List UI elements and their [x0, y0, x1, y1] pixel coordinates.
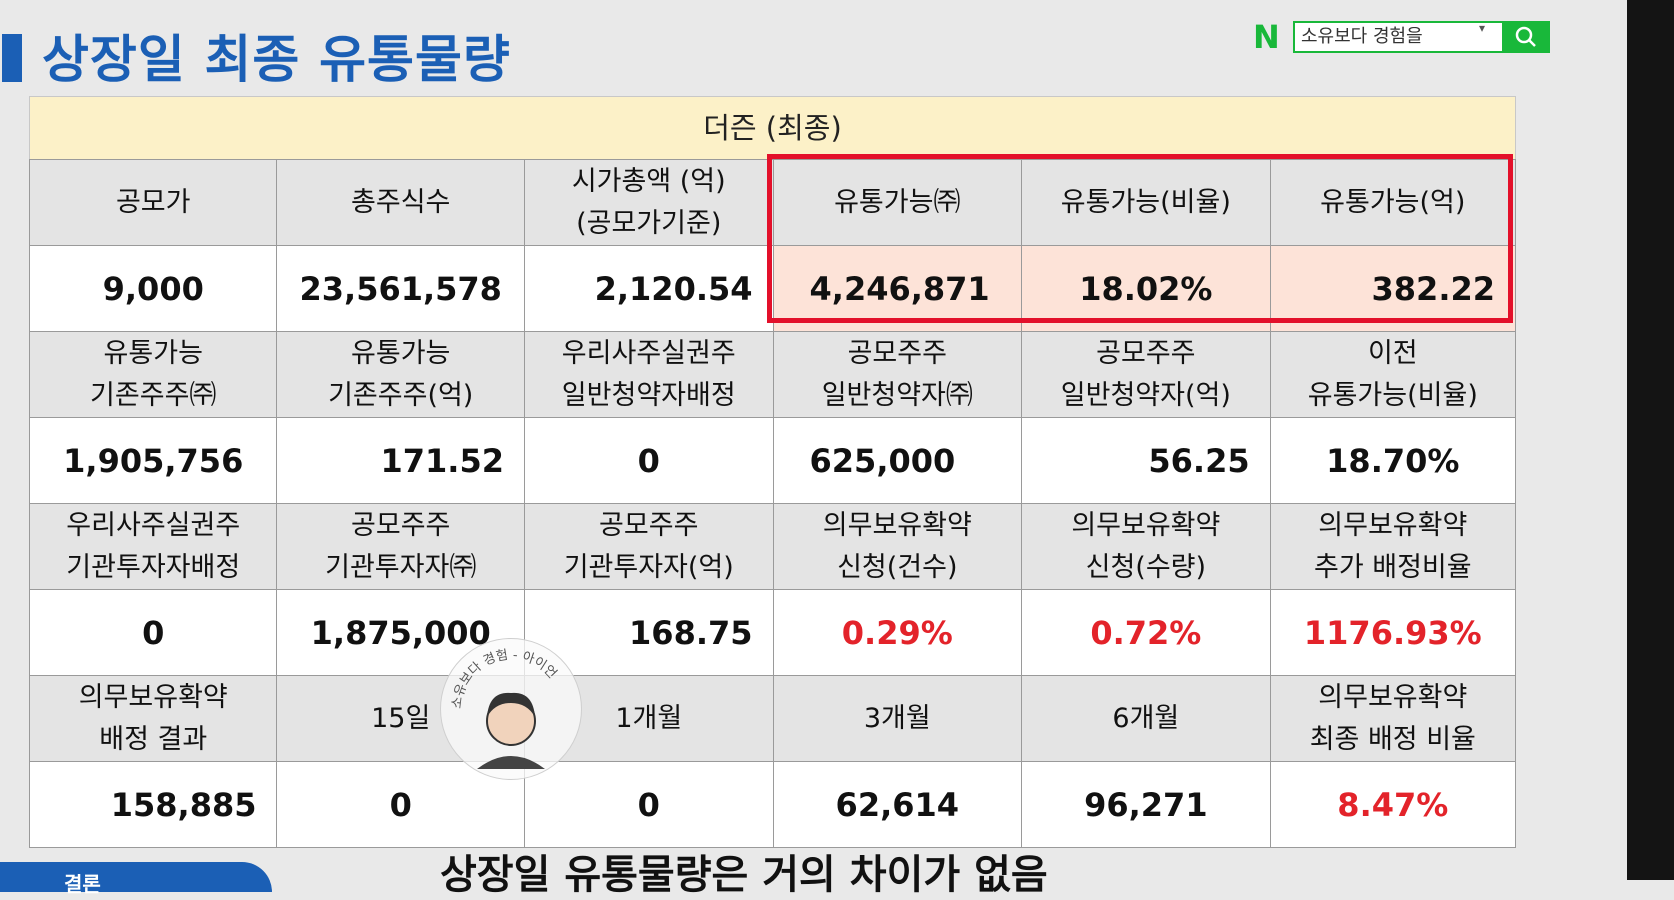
label-cell: 공모주주 일반청약자㈜	[772, 331, 1023, 418]
value-cell: 171.52	[276, 417, 525, 504]
naver-logo-icon: N	[1253, 18, 1280, 56]
value-cell: 18.70%	[1269, 417, 1517, 504]
label-cell: 유통가능(억)	[1269, 159, 1517, 246]
label-row: 의무보유확약 배정 결과 15일 1개월 3개월 6개월 의무보유확약 최종 배정 비율	[28, 675, 1517, 762]
label-cell: 이전 유통가능(비율)	[1269, 331, 1517, 418]
label-cell: 의무보유확약 배정 결과	[28, 675, 278, 762]
value-cell: 158,885	[28, 761, 278, 848]
label-cell: 유통가능㈜	[772, 159, 1023, 246]
value-cell: 1176.93%	[1269, 589, 1517, 676]
value-cell: 382.22	[1269, 245, 1517, 332]
dropdown-caret-icon[interactable]: ▾	[1479, 21, 1486, 35]
caption: 상장일 유통물량은 거의 차이가 없음	[440, 852, 1048, 898]
table-header: 더즌 (최종)	[29, 96, 1516, 159]
search-button[interactable]	[1502, 21, 1550, 53]
page-title: 상장일 최종 유통물량	[42, 31, 511, 90]
watermark-avatar: 소유보다 경험 - 아이언	[440, 638, 582, 780]
value-cell: 23,561,578	[276, 245, 525, 332]
label-cell: 공모주주 기관투자자(억)	[523, 503, 774, 590]
value-cell: 96,271	[1021, 761, 1271, 848]
value-cell: 9,000	[28, 245, 278, 332]
value-cell: 0	[276, 761, 525, 848]
search-icon	[1515, 26, 1536, 47]
value-row: 0 1,875,000 168.75 0.29% 0.72% 1176.93%	[28, 589, 1517, 676]
value-row: 1,905,756 171.52 0 625,000 56.25 18.70%	[28, 417, 1517, 504]
label-cell: 총주식수	[276, 159, 525, 246]
value-cell: 625,000	[772, 417, 1023, 504]
value-cell: 1,875,000	[276, 589, 525, 676]
value-cell: 18.02%	[1021, 245, 1271, 332]
label-cell: 의무보유확약 최종 배정 비율	[1269, 675, 1517, 762]
right-black-bar	[1627, 0, 1674, 880]
value-cell: 0	[28, 589, 278, 676]
label-cell: 공모가	[28, 159, 278, 246]
value-cell: 0.29%	[772, 589, 1023, 676]
label-cell: 의무보유확약 신청(수량)	[1021, 503, 1271, 590]
label-cell: 6개월	[1021, 675, 1271, 762]
label-cell: 공모주주 일반청약자(억)	[1021, 331, 1271, 418]
label-cell: 시가총액 (억) (공모가기준)	[523, 159, 774, 246]
label-cell: 의무보유확약 추가 배정비율	[1269, 503, 1517, 590]
label-cell: 유통가능(비율)	[1021, 159, 1271, 246]
label-cell: 의무보유확약 신청(건수)	[772, 503, 1023, 590]
ipo-float-table: 더즌 (최종) 공모가 총주식수 시가총액 (억) (공모가기준) 유통가능㈜ 유통가능…	[28, 96, 1517, 848]
label-cell: 우리사주실권주 일반청약자배정	[523, 331, 774, 418]
value-row: 9,000 23,561,578 2,120.54 4,246,871 18.02% 38…	[28, 245, 1517, 332]
title-marker	[2, 34, 22, 82]
value-cell: 2,120.54	[523, 245, 774, 332]
value-cell: 0	[523, 761, 774, 848]
avatar-icon: 소유보다 경험 - 아이언	[450, 648, 559, 769]
value-cell: 0	[523, 417, 774, 504]
data-grid: 공모가 총주식수 시가총액 (억) (공모가기준) 유통가능㈜ 유통가능(비율) 유통가능…	[28, 159, 1517, 848]
label-row: 우리사주실권주 기관투자자배정 공모주주 기관투자자㈜ 공모주주 기관투자자(억) 의…	[28, 503, 1517, 590]
value-cell: 62,614	[772, 761, 1023, 848]
naver-search-widget: N 소유보다 경험을 ▾	[1253, 18, 1550, 56]
value-cell: 168.75	[523, 589, 774, 676]
label-cell: 유통가능 기존주주㈜	[28, 331, 278, 418]
value-cell: 8.47%	[1269, 761, 1517, 848]
label-cell: 공모주주 기관투자자㈜	[276, 503, 525, 590]
value-cell: 4,246,871	[772, 245, 1023, 332]
conclusion-tab-label: 결론	[64, 872, 101, 896]
value-cell: 56.25	[1021, 417, 1271, 504]
label-cell: 유통가능 기존주주(억)	[276, 331, 525, 418]
label-row: 유통가능 기존주주㈜ 유통가능 기존주주(억) 우리사주실권주 일반청약자배정 공모주…	[28, 331, 1517, 418]
conclusion-tab: 결론	[0, 862, 272, 896]
label-row: 공모가 총주식수 시가총액 (억) (공모가기준) 유통가능㈜ 유통가능(비율) 유통가능…	[28, 159, 1517, 246]
value-cell: 1,905,756	[28, 417, 278, 504]
value-row: 158,885 0 0 62,614 96,271 8.47%	[28, 761, 1517, 848]
search-input[interactable]: 소유보다 경험을	[1293, 21, 1508, 53]
label-cell: 우리사주실권주 기관투자자배정	[28, 503, 278, 590]
value-cell: 0.72%	[1021, 589, 1271, 676]
label-cell: 3개월	[772, 675, 1023, 762]
